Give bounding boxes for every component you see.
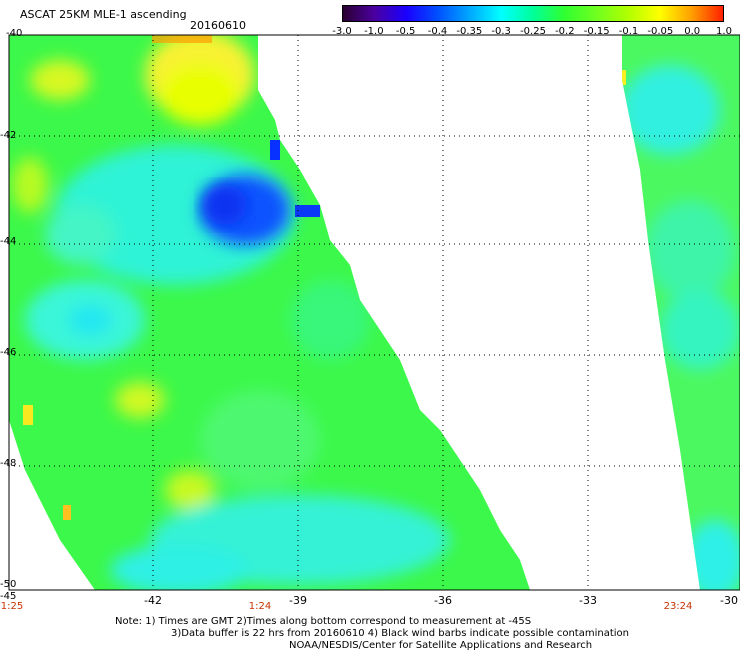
colorbar-tick-label: -3.0 (332, 26, 352, 37)
colorbar-tick-label: 1.0 (716, 26, 732, 37)
time-label: 23:24 (663, 601, 693, 612)
y-tick-label: -48 (0, 458, 17, 469)
y-tick-label: -50 (0, 579, 17, 590)
map-title: ASCAT 25KM MLE-1 ascending (20, 8, 187, 21)
colorbar-tick-label: -0.35 (456, 26, 483, 37)
y-tick-label: -46 (0, 347, 17, 358)
x-tick-label: -42 (144, 594, 162, 607)
colorbar-tick-label: -0.5 (395, 26, 416, 37)
right-swath (622, 35, 740, 590)
y-tick-label: -42 (0, 130, 17, 141)
x-tick-label: -30 (720, 594, 738, 607)
graticule (9, 35, 740, 590)
note-line-1: Note: 1) Times are GMT 2)Times along bot… (115, 616, 532, 627)
colorbar (342, 5, 724, 22)
colorbar-tick-label: -0.2 (555, 26, 575, 37)
map-date: 20160610 (190, 19, 246, 32)
time-label: 1:25 (0, 601, 24, 612)
colorbar-tick-label: 0.0 (684, 26, 701, 37)
colorbar-tick-label: -0.15 (583, 26, 610, 37)
colorbar-tick-label: -0.4 (427, 26, 448, 37)
y-tick-label: -40 (6, 28, 23, 39)
x-tick-label: -39 (289, 594, 307, 607)
y-tick-label: -44 (0, 236, 17, 247)
x-tick-label: -33 (579, 594, 597, 607)
colorbar-tick-label: -0.05 (647, 26, 674, 37)
colorbar-tick-label: -0.25 (520, 26, 546, 37)
colorbar-tick-label: -1.0 (364, 26, 384, 37)
colorbar-tick-label: -0.1 (618, 26, 639, 37)
colorbar-tick-label: -0.3 (491, 26, 511, 37)
note-line-3: NOAA/NESDIS/Center for Satellite Applica… (289, 640, 593, 651)
corner-label: -45 (0, 591, 17, 602)
note-line-2: 3)Data buffer is 22 hrs from 20160610 4)… (171, 628, 629, 639)
time-label: 1:24 (248, 601, 272, 612)
x-tick-label: -36 (434, 594, 452, 607)
left-swath (9, 35, 530, 590)
